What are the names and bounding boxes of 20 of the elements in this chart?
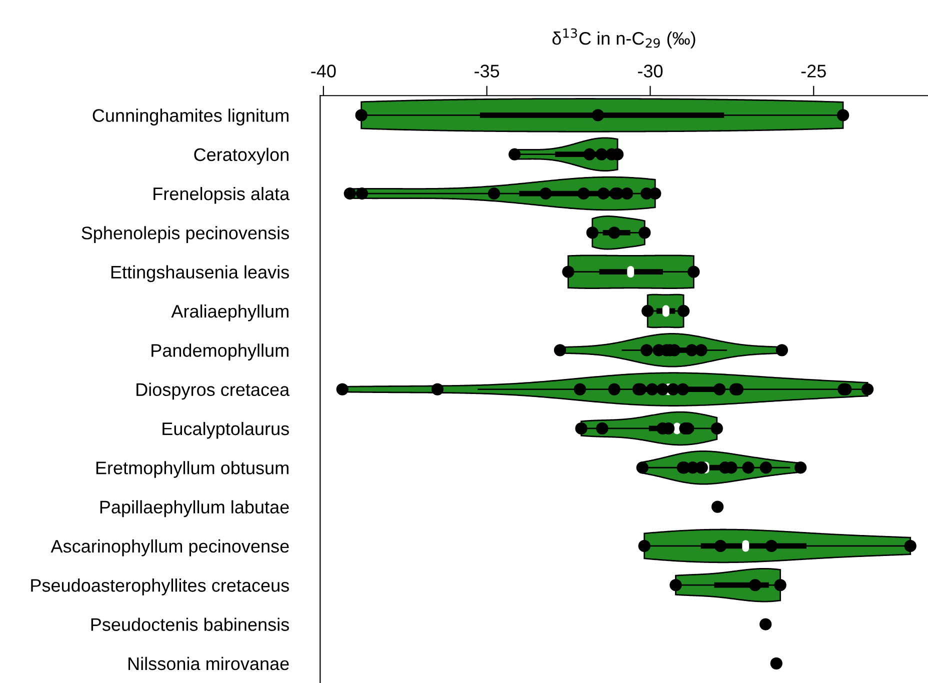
y-tick-label: Papillaephyllum labutae [100, 500, 289, 518]
y-tick-label: Ascarinophyllum pecinovense [50, 539, 289, 556]
y-tick-label: Sphenolepis pecinovensis [82, 226, 289, 243]
y-tick-label: Frenelopsis alata [154, 186, 290, 204]
y-tick-label: Cunninghamites lignitum [92, 108, 288, 126]
x-axis-title: δ$^{13}$C in n-C$_{29}$ (‰) [552, 28, 696, 48]
x-tick-label: -25 [801, 64, 826, 78]
x-tick-label: -40 [311, 64, 336, 78]
y-tick-label: Pseudoasterophyllites cretaceus [31, 578, 289, 596]
x-tick-label: -30 [638, 64, 663, 78]
y-tick-label: Nilssonia mirovanae [128, 656, 289, 670]
y-tick-label: Eucalyptolaurus [162, 422, 289, 439]
y-tick-label: Ettingshausenia leavis [111, 265, 289, 282]
y-tick-label: Eretmophyllum obtusum [96, 461, 288, 478]
y-tick-label: Pseudoctenis babinensis [91, 618, 289, 631]
y-tick-label: Diospyros cretacea [136, 382, 290, 400]
y-tick-label: Araliaephyllum [171, 304, 288, 322]
x-tick-label: -35 [474, 64, 500, 78]
y-tick-label: Pandemophyllum [152, 344, 288, 360]
y-tick-label: Ceratoxylon [194, 148, 288, 165]
